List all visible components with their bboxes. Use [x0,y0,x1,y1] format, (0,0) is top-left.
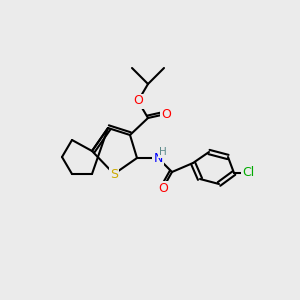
Text: N: N [153,152,163,164]
Text: O: O [161,107,171,121]
Text: S: S [110,167,118,181]
Text: O: O [158,182,168,194]
Text: H: H [159,147,167,157]
Text: O: O [133,94,143,107]
Text: Cl: Cl [242,167,254,179]
